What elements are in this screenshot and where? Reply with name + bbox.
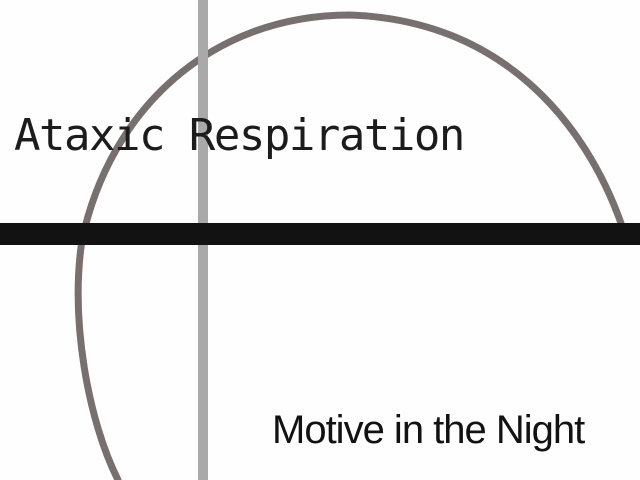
- album-title: Motive in the Night: [272, 408, 585, 452]
- band-name: Ataxic Respiration: [14, 110, 465, 161]
- horizontal-bar: [0, 223, 640, 245]
